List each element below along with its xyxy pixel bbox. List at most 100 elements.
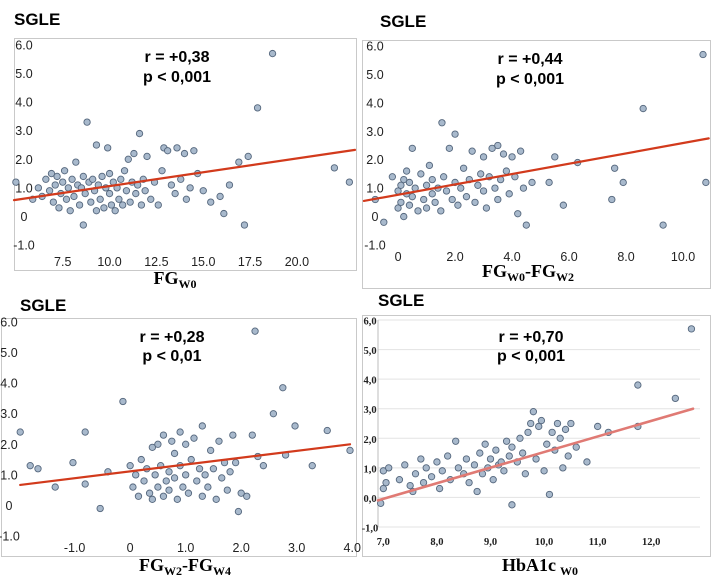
- xlabel-part: HbA1c: [502, 555, 556, 575]
- data-point: [235, 158, 243, 166]
- data-point: [477, 170, 485, 178]
- data-point: [47, 169, 56, 178]
- y-tick-label: 0: [21, 210, 28, 224]
- data-point: [634, 381, 642, 389]
- data-point: [240, 221, 249, 229]
- data-point: [516, 147, 525, 155]
- data-point: [397, 198, 405, 207]
- y-tick-label: 0: [6, 499, 13, 513]
- data-point: [323, 426, 331, 435]
- panel-3-xlabel: FGW2-FGW4: [139, 555, 231, 577]
- data-point: [408, 144, 416, 152]
- data-point: [204, 483, 212, 491]
- data-point: [115, 195, 123, 203]
- data-point: [422, 464, 430, 472]
- data-point: [379, 467, 388, 475]
- data-point: [243, 492, 251, 500]
- data-point: [145, 489, 154, 497]
- data-point: [253, 104, 262, 112]
- data-point: [51, 181, 59, 189]
- data-point: [132, 189, 140, 198]
- panel-3-p-value: p < 0,01: [142, 348, 202, 365]
- data-point: [268, 49, 277, 58]
- chart-panel-4: 6,0 5,0 4,0 3,0 2,0 1,0 0,0 -1,0 7,0 8,0 9,0 10,0 11…: [362, 315, 711, 557]
- trend-line: [362, 137, 710, 203]
- x-tick-label: 7.5: [54, 255, 71, 269]
- data-point: [49, 198, 57, 206]
- panel-2-ylabel: SGLE: [380, 12, 427, 31]
- y-tick-label: 4.0: [15, 96, 32, 110]
- data-point: [226, 468, 234, 476]
- xlabel-subscript: W2: [556, 270, 574, 284]
- data-point: [75, 201, 84, 209]
- data-point: [182, 195, 191, 203]
- data-point: [92, 207, 101, 215]
- data-point: [422, 204, 431, 212]
- data-point: [659, 221, 667, 229]
- data-point: [445, 144, 454, 152]
- data-point: [619, 178, 627, 187]
- data-point: [438, 467, 446, 475]
- data-point: [129, 483, 137, 491]
- data-point: [420, 195, 428, 204]
- data-point: [182, 440, 190, 448]
- data-point: [87, 198, 95, 206]
- x-tick-label: 1.0: [177, 541, 194, 555]
- x-tick-label: -1.0: [64, 541, 86, 555]
- data-point: [499, 150, 508, 158]
- xlabel-subscript: W0: [560, 564, 578, 578]
- panel-1-ylabel: SGLE: [14, 10, 61, 29]
- panel-1-r-value: r = +0,38: [144, 49, 210, 66]
- data-point: [170, 474, 179, 482]
- data-point: [508, 153, 516, 161]
- data-point: [42, 175, 50, 183]
- x-tick-label: 3.0: [288, 541, 305, 555]
- x-tick-label: 0: [127, 541, 134, 555]
- data-point: [177, 175, 185, 183]
- data-point: [462, 455, 471, 463]
- data-point: [141, 187, 149, 195]
- y-tick-label: 5,0: [363, 346, 376, 357]
- x-tick-label: 6.0: [560, 250, 577, 264]
- data-point: [476, 449, 484, 457]
- y-tick-label: 4.0: [366, 96, 383, 110]
- data-point: [137, 201, 146, 209]
- data-point: [119, 201, 127, 209]
- x-tick-label: 8.0: [617, 250, 634, 264]
- xlabel-subscript: W0: [507, 270, 525, 284]
- trend-line: [12, 148, 357, 202]
- data-point: [234, 507, 243, 516]
- data-point: [173, 495, 181, 503]
- data-point: [66, 207, 74, 215]
- data-point: [702, 178, 710, 187]
- data-point: [397, 181, 405, 189]
- y-tick-label: 1.0: [15, 181, 32, 195]
- data-point: [608, 195, 616, 204]
- data-point: [470, 461, 479, 469]
- y-tick-label: 0,0: [363, 494, 376, 505]
- y-tick-label: -1.0: [0, 530, 20, 544]
- data-point: [198, 492, 206, 500]
- data-point: [394, 204, 402, 212]
- data-point: [148, 443, 157, 451]
- data-point: [433, 458, 441, 466]
- data-point: [259, 462, 268, 470]
- x-tick-label: 9,0: [484, 537, 497, 548]
- data-point: [411, 470, 420, 478]
- data-point: [171, 189, 179, 198]
- panel-2-p-value: p < 0,001: [495, 71, 565, 88]
- x-tick-label: 20.0: [285, 255, 309, 269]
- data-point: [408, 193, 416, 201]
- data-point: [12, 178, 20, 186]
- data-point: [70, 192, 78, 201]
- data-point: [96, 504, 104, 513]
- data-point: [237, 489, 245, 497]
- data-point: [62, 195, 71, 203]
- data-point: [438, 119, 446, 127]
- data-point: [491, 184, 499, 192]
- x-tick-label: 7,0: [377, 537, 390, 548]
- data-point: [345, 178, 354, 186]
- y-tick-label: 2,0: [363, 435, 376, 446]
- data-point: [53, 172, 61, 181]
- data-point: [479, 187, 488, 195]
